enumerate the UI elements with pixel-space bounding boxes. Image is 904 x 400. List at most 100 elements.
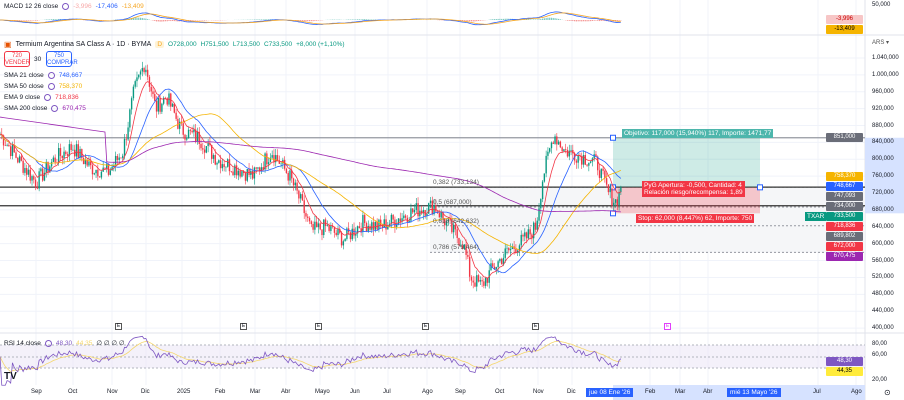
candle-body (378, 219, 380, 230)
settings-icon[interactable] (51, 105, 59, 112)
rsi-ma-value: 44,35 (76, 339, 93, 347)
earnings-event-icon[interactable]: E (240, 323, 247, 330)
settings-icon[interactable] (62, 3, 70, 10)
macd-histogram-bar (367, 19, 369, 20)
candle-body (175, 112, 177, 119)
candle-body (114, 155, 117, 166)
macd-histogram-bar (584, 20, 586, 22)
sell-button[interactable]: 720 VENDER (4, 51, 30, 67)
candle-body (205, 146, 208, 153)
indicator-value: 748,667 (58, 72, 83, 79)
price-axis-label: 480,000 (872, 291, 894, 298)
currency-selector[interactable]: ARS ▾ (872, 40, 890, 46)
candle-body (362, 215, 364, 232)
macd-histogram-bar (182, 20, 184, 22)
candle-body (429, 200, 432, 204)
candle-body (166, 98, 168, 105)
candle-body (554, 136, 556, 144)
price-axis-label: 440,000 (872, 308, 894, 315)
candle-body (191, 130, 193, 133)
position-handle[interactable] (610, 210, 616, 217)
candle-body (287, 173, 289, 181)
price-axis-label: 1.040,000 (872, 55, 899, 61)
fib-level-label: 0,382 (733,134) (433, 179, 479, 187)
candle-body (467, 254, 469, 257)
settings-icon[interactable] (47, 72, 55, 79)
rsi-axis-20: 20,00 (872, 377, 888, 383)
ohlc-change: +8,000 (+1,10%) (296, 41, 345, 48)
candle-body (210, 144, 213, 159)
market-status-badge: D (155, 41, 165, 48)
time-axis-label: Nov (107, 389, 118, 395)
candle-body (315, 221, 318, 228)
timezone-settings-icon[interactable]: ⊙ (884, 388, 891, 397)
macd-histogram-bar (27, 20, 30, 21)
candle-body (120, 157, 122, 159)
upcoming-earnings-icon[interactable]: E (664, 323, 671, 330)
candle-body (113, 165, 115, 167)
earnings-event-icon[interactable]: E (422, 323, 429, 330)
candle-body (276, 155, 279, 161)
candle-body (374, 221, 377, 230)
candle-body (11, 144, 14, 157)
position-handle[interactable] (610, 134, 616, 141)
candle-body (246, 168, 248, 181)
macd-histogram-bar (168, 20, 170, 22)
candle-body (605, 178, 608, 185)
macd-histogram-bar (477, 20, 480, 21)
earnings-event-icon[interactable]: E (115, 323, 122, 330)
candle-body (4, 145, 7, 147)
candle-body (497, 261, 499, 268)
time-axis-label: Sep (31, 389, 42, 395)
macd-histogram-bar (31, 20, 33, 21)
macd-histogram-bar (317, 20, 320, 21)
time-axis-label: Oct (495, 389, 505, 395)
macd-signal-value: -13,409 (121, 3, 144, 10)
candle-body (470, 276, 473, 281)
candle-body (100, 171, 103, 178)
candle-body (376, 221, 378, 230)
candle-body (266, 153, 268, 165)
candle-body (328, 225, 330, 231)
macd-histogram-bar (314, 20, 316, 21)
candle-body (620, 187, 622, 193)
candle-body (299, 194, 302, 199)
candle-body (118, 157, 120, 160)
macd-histogram-bar (164, 20, 167, 22)
candle-body (531, 234, 533, 239)
indicator-value: 670,475 (62, 105, 86, 112)
candle-body (273, 155, 275, 163)
position-handle[interactable] (757, 184, 763, 191)
macd-histogram-bar (529, 19, 531, 20)
candle-body (609, 188, 611, 193)
candle-body (25, 168, 28, 175)
candle-body (250, 170, 252, 175)
earnings-event-icon[interactable]: E (315, 323, 322, 330)
position-handle[interactable] (610, 184, 616, 191)
symbol-name[interactable]: Termium Argentina SA Class A · 1D · BYMA (15, 41, 152, 48)
settings-icon[interactable] (44, 339, 52, 347)
candle-body (45, 161, 47, 173)
earnings-event-icon[interactable]: E (532, 323, 539, 330)
indicator-label: EMA 9 close (4, 94, 41, 101)
candle-body (600, 168, 602, 178)
candle-body (2, 135, 5, 146)
macd-histogram-bar (200, 20, 202, 21)
candle-body (339, 228, 341, 233)
buy-button[interactable]: 750 COMPRAR (46, 51, 78, 67)
candle-body (358, 226, 361, 229)
candle-body (520, 234, 522, 246)
candle-body (34, 179, 37, 188)
candle-body (577, 154, 579, 163)
settings-icon[interactable] (44, 94, 52, 101)
candle-body (186, 138, 188, 140)
candle-body (237, 170, 240, 176)
candle-body (516, 250, 519, 253)
price-axis-label: 600,000 (872, 240, 894, 247)
settings-icon[interactable] (47, 83, 55, 90)
macd-label: MACD 12 26 close (4, 3, 59, 10)
macd-histogram-bar (56, 19, 58, 20)
candle-body (251, 170, 254, 179)
candle-body (196, 131, 199, 142)
